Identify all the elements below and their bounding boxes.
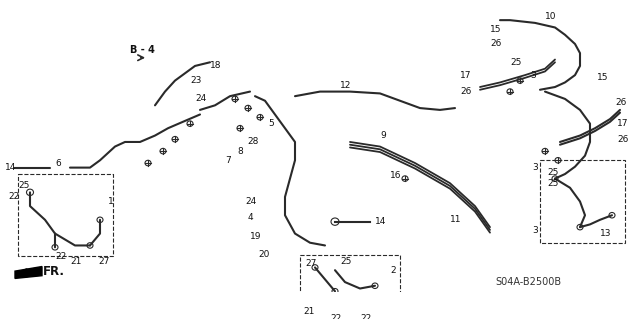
Text: 22: 22 — [55, 252, 67, 261]
Text: 22: 22 — [360, 314, 371, 319]
Text: 22: 22 — [8, 192, 19, 201]
Bar — [18, 174, 113, 256]
Text: 15: 15 — [490, 25, 502, 34]
Text: 28: 28 — [247, 137, 259, 146]
Bar — [300, 255, 400, 319]
Text: 25: 25 — [547, 168, 558, 177]
Text: 14: 14 — [5, 163, 17, 172]
Text: 10: 10 — [545, 12, 557, 21]
Text: 21: 21 — [70, 256, 81, 265]
Text: 8: 8 — [237, 147, 243, 156]
Text: 3: 3 — [532, 226, 538, 235]
Text: 3: 3 — [530, 70, 536, 80]
Text: 18: 18 — [210, 62, 221, 70]
Text: 15: 15 — [597, 73, 609, 82]
Bar — [540, 160, 625, 243]
Text: 26: 26 — [617, 135, 628, 144]
Text: 23: 23 — [190, 76, 202, 85]
Text: 5: 5 — [268, 119, 274, 128]
Text: 20: 20 — [258, 250, 269, 259]
Text: 25: 25 — [340, 256, 351, 265]
Text: 22: 22 — [330, 314, 341, 319]
Polygon shape — [15, 267, 42, 278]
Text: 25: 25 — [18, 181, 29, 189]
Text: 26: 26 — [460, 87, 472, 96]
Text: 17: 17 — [460, 70, 472, 80]
Text: 27: 27 — [305, 259, 316, 268]
Text: 19: 19 — [250, 232, 262, 241]
Text: 6: 6 — [55, 159, 61, 167]
Text: 21: 21 — [303, 307, 314, 316]
Text: 12: 12 — [340, 81, 351, 90]
Text: 2: 2 — [390, 266, 396, 275]
Text: 25: 25 — [547, 179, 558, 188]
Text: 9: 9 — [380, 131, 386, 140]
Text: 16: 16 — [390, 171, 401, 180]
Text: 13: 13 — [600, 229, 611, 238]
Text: B - 4: B - 4 — [130, 45, 155, 56]
Text: 26: 26 — [615, 98, 627, 107]
Text: 24: 24 — [245, 197, 256, 206]
Text: 3: 3 — [532, 163, 538, 172]
Text: 24: 24 — [195, 94, 206, 103]
Text: 11: 11 — [450, 215, 461, 224]
Text: 25: 25 — [510, 58, 522, 67]
Text: 1: 1 — [108, 197, 114, 206]
Text: 14: 14 — [375, 217, 387, 226]
Text: 17: 17 — [617, 119, 628, 128]
Text: 27: 27 — [98, 256, 109, 265]
Text: 26: 26 — [490, 40, 501, 48]
Text: 7: 7 — [225, 156, 231, 165]
Text: S04A-B2500B: S04A-B2500B — [495, 277, 561, 287]
Text: 4: 4 — [248, 213, 253, 222]
Text: FR.: FR. — [43, 264, 65, 278]
